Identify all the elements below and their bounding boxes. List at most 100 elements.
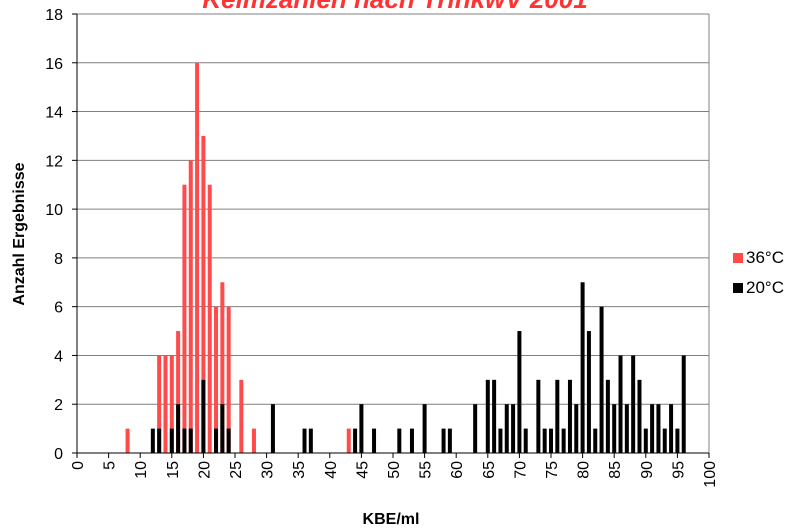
legend-item-36c: 36°C — [733, 243, 784, 273]
bar-20c-x63 — [473, 404, 478, 453]
x-axis-title: KBE/ml — [363, 511, 420, 528]
x-tick-label: 20 — [196, 461, 213, 479]
x-tick-label: 65 — [481, 461, 498, 479]
bar-20c-x58 — [441, 428, 446, 453]
bar-20c-x53 — [409, 428, 414, 453]
bar-20c-x31 — [270, 404, 275, 453]
y-axis-title: Anzahl Ergebnisse — [11, 162, 28, 305]
bar-20c-x15 — [169, 428, 174, 453]
x-tick-label: 55 — [418, 461, 435, 479]
bar-20c-x45 — [359, 404, 364, 453]
bar-36c-x16 — [176, 331, 181, 453]
bar-20c-x74 — [542, 428, 547, 453]
bar-20c-x69 — [511, 404, 516, 453]
bar-20c-x37 — [308, 428, 313, 453]
bar-36c-x8 — [125, 428, 130, 453]
bar-36c-x23 — [220, 282, 225, 453]
x-tick-label: 45 — [354, 461, 371, 479]
bar-20c-x20 — [201, 379, 206, 453]
x-tick-label: 0 — [70, 461, 87, 470]
bar-20c-x89 — [637, 379, 642, 453]
bar-36c-x18 — [188, 160, 193, 454]
bar-20c-x96 — [681, 355, 686, 453]
bar-36c-x13 — [157, 355, 162, 453]
bar-20c-x85 — [612, 404, 617, 453]
bar-20c-x75 — [549, 428, 553, 453]
bar-20c-x95 — [675, 428, 680, 453]
bar-20c-x76 — [555, 379, 560, 453]
legend-label-20c: 20°C — [746, 278, 784, 297]
axes — [72, 13, 710, 458]
legend: 36°C 20°C — [733, 243, 784, 303]
bar-36c-x20 — [201, 135, 206, 453]
legend-swatch-20c — [733, 283, 743, 293]
bar-20c-x77 — [561, 428, 566, 453]
bar-20c-x79 — [574, 404, 579, 453]
bar-36c-x22 — [214, 306, 219, 453]
bar-20c-x47 — [372, 428, 377, 453]
bar-20c-x78 — [567, 379, 572, 453]
bars — [125, 62, 686, 454]
bar-20c-x80 — [580, 282, 585, 453]
bar-20c-x23 — [220, 404, 225, 453]
x-tick-label: 5 — [102, 461, 119, 470]
bar-20c-x93 — [662, 428, 667, 453]
y-tick-label: 2 — [54, 397, 63, 414]
y-tick-label: 14 — [45, 105, 63, 122]
bar-20c-x67 — [498, 428, 503, 453]
bar-20c-x71 — [523, 428, 528, 453]
legend-swatch-36c — [733, 253, 743, 263]
bar-20c-x66 — [492, 379, 497, 453]
legend-item-20c: 20°C — [733, 273, 784, 303]
x-tick-label: 50 — [386, 461, 403, 479]
bar-20c-x84 — [605, 379, 610, 453]
x-tick-label: 15 — [165, 461, 182, 479]
bar-20c-x90 — [643, 428, 648, 453]
bar-36c-x14 — [163, 355, 168, 453]
bar-20c-x68 — [504, 404, 509, 453]
bar-20c-x59 — [447, 428, 452, 453]
bar-20c-x17 — [182, 428, 187, 453]
bar-20c-x88 — [631, 355, 636, 453]
y-tick-label: 18 — [45, 7, 63, 24]
bar-36c-x43 — [346, 428, 351, 453]
bar-20c-x81 — [586, 331, 591, 453]
x-tick-label: 35 — [291, 461, 308, 479]
y-tick-label: 8 — [54, 251, 63, 268]
bar-20c-x16 — [176, 404, 181, 453]
bar-36c-x24 — [226, 306, 231, 453]
y-tick-label: 0 — [54, 446, 63, 463]
x-tick-label: 40 — [323, 461, 340, 479]
bar-20c-x36 — [302, 428, 307, 453]
bar-20c-x87 — [624, 404, 629, 453]
bar-20c-x86 — [618, 355, 623, 453]
legend-label-36c: 36°C — [746, 248, 784, 267]
bar-20c-x55 — [422, 404, 427, 453]
bar-20c-x82 — [593, 428, 598, 453]
x-tick-labels: 0 5 10 15 20 25 30 35 40 45 50 55 60 65 70 75 80 85 90 95 10… — [70, 461, 719, 488]
bar-20c-x73 — [536, 379, 541, 453]
bar-20c-x70 — [517, 331, 522, 453]
x-tick-label: 90 — [639, 461, 656, 479]
x-tick-label: 100 — [702, 461, 719, 488]
bar-36c-x17 — [182, 184, 187, 453]
x-tick-label: 60 — [449, 461, 466, 479]
bar-36c-x15 — [169, 355, 174, 453]
x-tick-label: 10 — [133, 461, 150, 479]
y-tick-label: 10 — [45, 202, 63, 219]
x-tick-label: 70 — [512, 461, 529, 479]
y-tick-label: 6 — [54, 300, 63, 317]
bar-20c-x91 — [650, 404, 655, 453]
x-tick-label: 95 — [670, 461, 687, 479]
x-tick-label: 25 — [228, 461, 245, 479]
bar-20c-x12 — [150, 428, 155, 453]
bar-36c-x21 — [207, 184, 212, 453]
bar-20c-x65 — [485, 379, 490, 453]
bar-20c-x22 — [214, 428, 219, 453]
y-tick-labels: 0 2 4 6 8 10 12 14 16 18 — [45, 7, 63, 463]
y-tick-label: 16 — [45, 56, 63, 73]
bar-36c-x19 — [195, 62, 200, 454]
y-tick-label: 12 — [45, 153, 63, 170]
bar-20c-x24 — [226, 428, 231, 453]
